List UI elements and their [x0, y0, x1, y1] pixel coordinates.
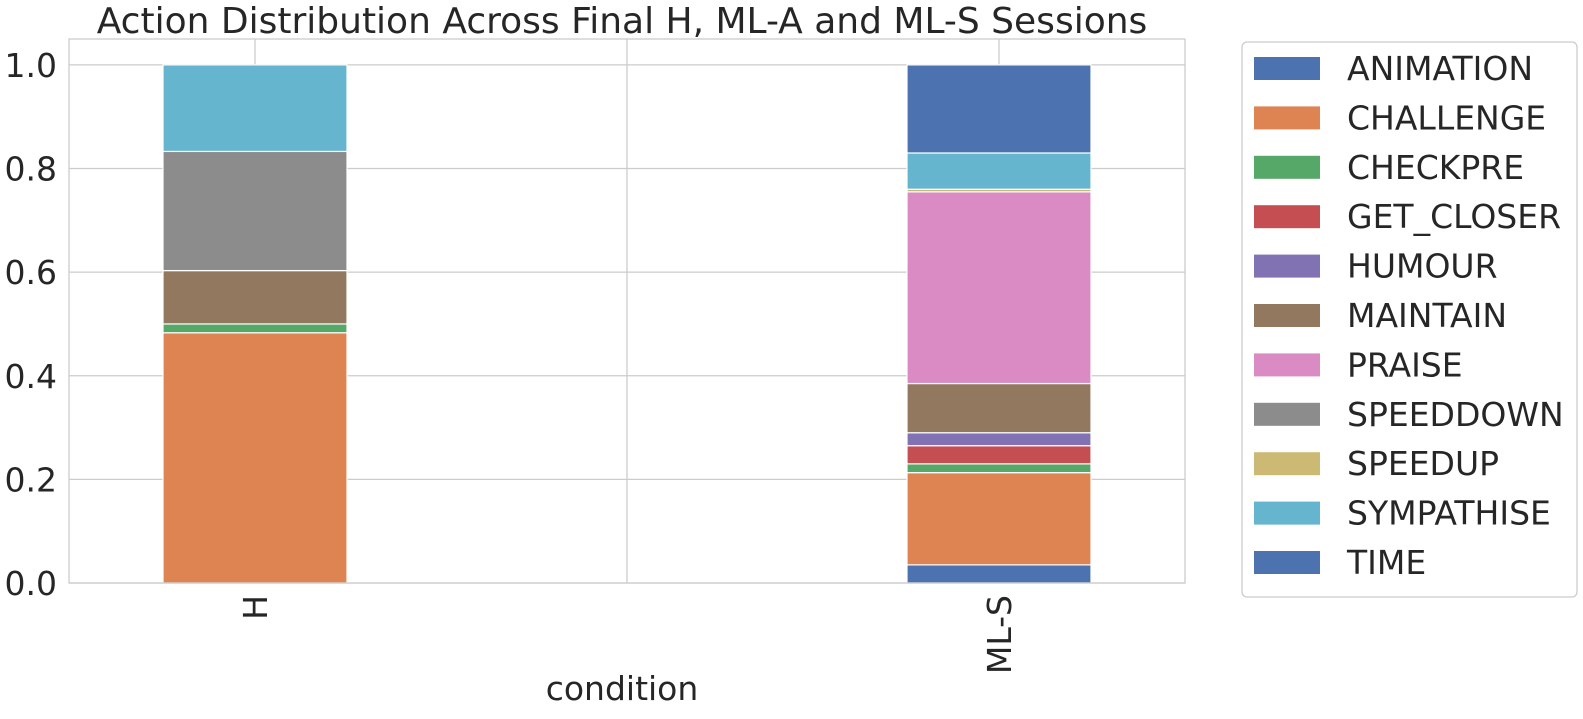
- legend-label: TIME: [1346, 543, 1426, 582]
- legend-label: SPEEDDOWN: [1347, 395, 1564, 434]
- y-tick-label: 0.8: [5, 150, 57, 189]
- legend-swatch: [1254, 304, 1320, 327]
- plot-frame: [68, 38, 1186, 584]
- y-tick-label: 0.6: [5, 253, 57, 292]
- bar-segment-speeddown: [162, 150, 348, 272]
- y-ticks: 0.0 0.2 0.4 0.6 0.8 1.0: [5, 46, 57, 603]
- bar-segment-praise: [906, 191, 1092, 385]
- bar-segment-animation: [906, 64, 1092, 154]
- bar-segment-maintain: [906, 382, 1092, 434]
- legend-swatch: [1254, 205, 1320, 229]
- x-tick-label: H: [236, 595, 275, 620]
- legend-swatch: [1254, 353, 1320, 377]
- bar-segment-maintain: [162, 269, 348, 325]
- bars: [162, 64, 1092, 584]
- legend-swatch: [1254, 501, 1320, 525]
- bar-segment-time: [906, 564, 1092, 584]
- legend-swatch: [1254, 551, 1320, 574]
- bar-segment-get-closer: [906, 445, 1092, 465]
- legend-swatch: [1254, 254, 1320, 278]
- x-tick-label: ML-S: [980, 595, 1019, 674]
- x-axis-label: condition: [546, 669, 699, 708]
- chart-title: Action Distribution Across Final H, ML-A…: [97, 1, 1148, 42]
- legend-swatch: [1254, 106, 1320, 130]
- y-tick-label: 0.4: [5, 357, 57, 396]
- legend-swatch: [1254, 57, 1320, 80]
- y-tick-label: 0.2: [5, 460, 57, 499]
- bar-segment-humour: [906, 432, 1092, 447]
- legend-frame: [1241, 41, 1578, 598]
- bar-segment-sympathise: [906, 152, 1092, 190]
- legend-swatch: [1254, 155, 1320, 179]
- legend-swatch: [1254, 402, 1320, 426]
- legend-label: HUMOUR: [1347, 247, 1498, 286]
- bar-segment-checkpre: [162, 323, 348, 334]
- bar-segment-challenge: [906, 472, 1092, 566]
- legend-label: GET_CLOSER: [1347, 197, 1561, 236]
- legend-label: PRAISE: [1347, 345, 1463, 384]
- legend-swatch: [1254, 452, 1320, 476]
- legend-label: ANIMATION: [1347, 49, 1533, 88]
- legend-label: SYMPATHISE: [1347, 494, 1551, 533]
- y-tick-label: 0.0: [5, 564, 57, 603]
- legend-label: SPEEDUP: [1347, 444, 1499, 483]
- bar-segment-challenge: [162, 332, 348, 584]
- x-ticks: H ML-S: [236, 595, 1019, 674]
- y-tick-label: 1.0: [5, 46, 57, 85]
- legend-label: CHECKPRE: [1347, 148, 1524, 187]
- legend: ANIMATION CHALLENGE CHECKPRE GET_CLOSER HUMO…: [1241, 41, 1578, 598]
- legend-label: CHALLENGE: [1347, 98, 1546, 137]
- bar-segment-sympathise: [162, 64, 348, 153]
- legend-label: MAINTAIN: [1347, 296, 1507, 335]
- bar-segment-checkpre: [906, 463, 1092, 474]
